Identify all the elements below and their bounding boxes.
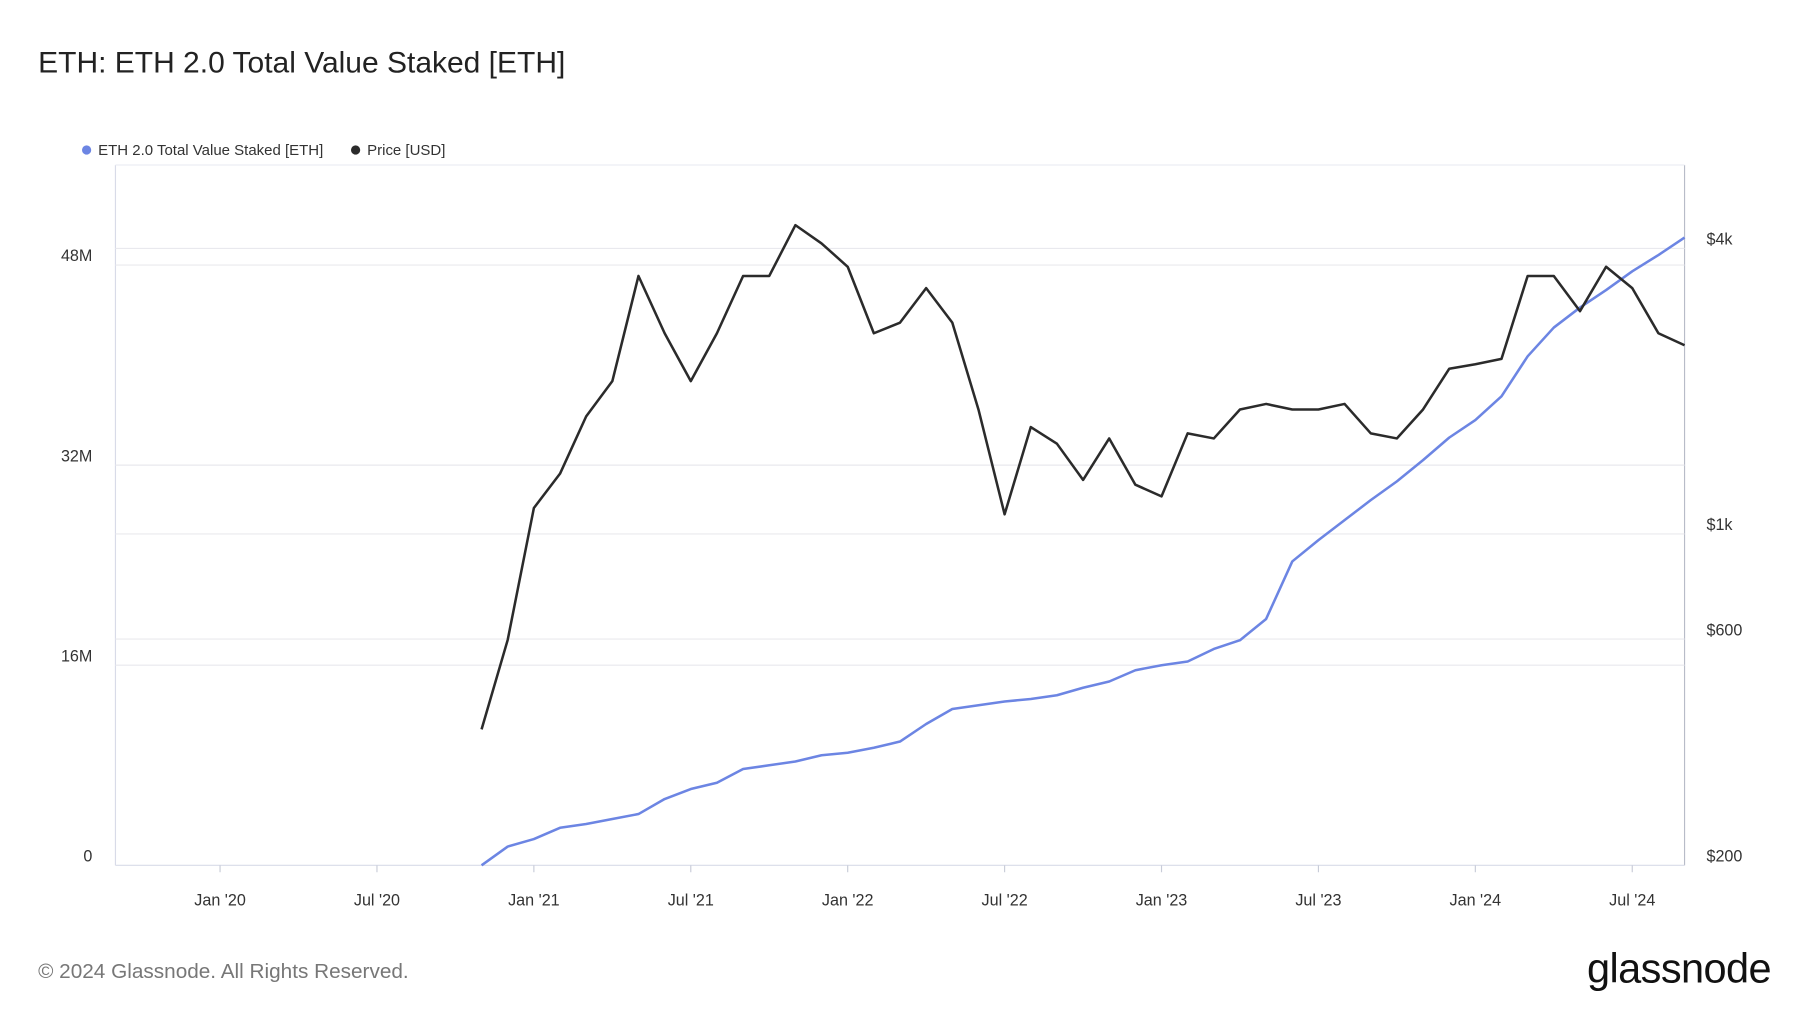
legend-marker: [81, 145, 92, 155]
x-tick-label: Jan '23: [1136, 891, 1188, 909]
y2-tick-label: $600: [1706, 621, 1742, 639]
x-tick-label: Jan '22: [822, 891, 874, 909]
x-tick-label: Jul '22: [982, 891, 1028, 909]
y2-tick-label: $1k: [1706, 516, 1733, 534]
series-line: [480, 236, 1686, 867]
y-tick-label: 0: [83, 848, 92, 866]
y-tick-label: 32M: [61, 447, 92, 465]
legend-marker: [350, 145, 361, 155]
x-tick-label: Jul '24: [1609, 891, 1655, 909]
footer: © 2024 Glassnode. All Rights Reserved.: [38, 960, 409, 983]
x-tick-label: Jul '23: [1295, 891, 1341, 909]
legend-label: Price [USD]: [367, 142, 445, 159]
y2-tick-label: $200: [1706, 848, 1742, 866]
x-tick-label: Jan '21: [508, 891, 560, 909]
logo: glassnode: [1587, 944, 1771, 991]
chart-title: ETH: ETH 2.0 Total Value Staked [ETH]: [38, 47, 565, 80]
y2-tick-label: $4k: [1706, 231, 1733, 249]
y-tick-label: 16M: [61, 647, 92, 665]
legend-label: ETH 2.0 Total Value Staked [ETH]: [98, 142, 323, 159]
x-tick-label: Jan '24: [1450, 891, 1502, 909]
x-tick-label: Jan '20: [194, 891, 246, 909]
x-tick-label: Jul '21: [668, 891, 714, 909]
y-tick-label: 48M: [61, 247, 92, 265]
series-line: [480, 223, 1686, 730]
x-tick-label: Jul '20: [354, 891, 400, 909]
